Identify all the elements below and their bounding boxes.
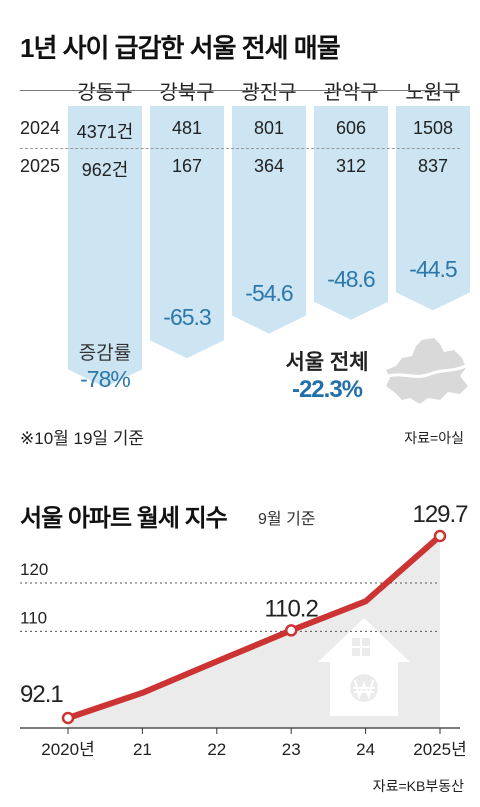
value-2025-3: 312 <box>335 156 367 176</box>
change-bar-4 <box>396 190 470 311</box>
row-label-2025: 2025 <box>20 156 61 176</box>
value-2025-2: 364 <box>253 156 285 176</box>
seoul-map-icon <box>386 338 468 404</box>
bottom-chart-subtitle: 9월 기준 <box>258 511 316 528</box>
row-divider <box>20 148 460 149</box>
x-tick-label-3: 23 <box>282 740 301 759</box>
x-tick-label-1: 21 <box>133 740 152 759</box>
change-bar-0 <box>68 190 142 388</box>
x-tick-label-4: 24 <box>356 740 375 759</box>
row-label-2024: 2024 <box>20 118 61 138</box>
column-header-1: 강북구 <box>159 82 215 104</box>
change-bars <box>68 106 470 388</box>
change-value-1: -65.3 <box>163 304 211 331</box>
data-label-3: 110.2 <box>265 595 319 622</box>
value-2024-4: 1508 <box>412 118 454 138</box>
column-header-2: 광진구 <box>241 82 297 104</box>
top-source: 자료=아실 <box>404 430 464 446</box>
change-bar-3 <box>314 190 388 320</box>
data-point-3 <box>284 624 298 637</box>
y-tick-label-120: 120 <box>20 560 48 579</box>
data-label-0: 92.1 <box>20 681 63 708</box>
value-2025-1: 167 <box>171 156 203 176</box>
value-2024-2: 801 <box>253 118 285 138</box>
change-bar-2 <box>232 190 306 334</box>
value-2024-0: 4371건 <box>76 122 134 142</box>
column-header-3: 관악구 <box>323 82 379 104</box>
change-bar-1 <box>150 190 224 359</box>
x-tick-label-0: 2020년 <box>41 740 94 759</box>
data-point-0 <box>61 711 75 725</box>
change-value-4: -44.5 <box>409 256 457 283</box>
change-label: 증감률 <box>78 343 132 364</box>
value-2024-3: 606 <box>335 118 367 138</box>
value-2025-0: 962건 <box>81 160 129 180</box>
bottom-source: 자료=KB부동산 <box>372 778 464 794</box>
data-point-5 <box>433 529 447 543</box>
change-value-0: -78% <box>80 366 131 392</box>
bottom-chart-title: 서울 아파트 월세 지수 <box>20 505 228 532</box>
rent-index-line <box>67 533 442 721</box>
value-2025-4: 837 <box>417 156 449 176</box>
y-tick-label-110: 110 <box>20 608 47 627</box>
total-label: 서울 전체 <box>285 351 369 374</box>
change-value-2: -54.6 <box>245 279 293 306</box>
header-rule <box>20 90 460 91</box>
total-value: -22.3% <box>291 376 363 403</box>
x-tick-label-5: 2025년 <box>413 740 466 759</box>
house-won-icon <box>318 618 410 716</box>
column-header-0: 강동구 <box>77 82 133 104</box>
date-note: ※10월 19일 기준 <box>20 429 145 448</box>
x-tick-label-2: 22 <box>207 740 226 759</box>
column-header-4: 노원구 <box>405 82 461 104</box>
change-value-3: -48.6 <box>327 265 375 292</box>
top-chart-title: 1년 사이 급감한 서울 전세 매물 <box>20 33 341 63</box>
value-2024-1: 481 <box>171 118 203 138</box>
data-label-5: 129.7 <box>412 501 468 528</box>
